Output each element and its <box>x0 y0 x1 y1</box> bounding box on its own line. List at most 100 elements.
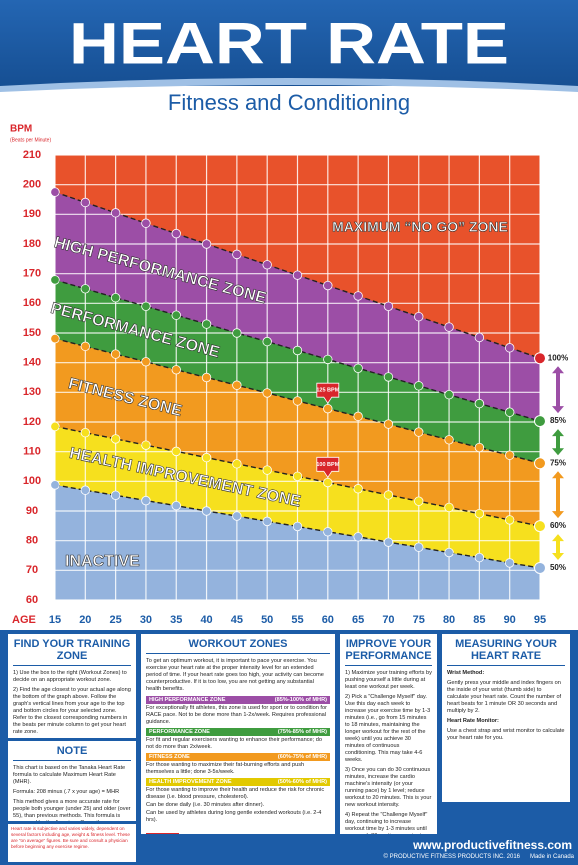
panel-text: 2) Find the age closest to your actual a… <box>13 687 131 735</box>
zone-bullet: For those wanting to maximize their fat-… <box>146 762 305 775</box>
data-point <box>171 500 181 511</box>
y-tick-label: 200 <box>23 179 41 191</box>
data-point <box>262 388 272 398</box>
zone-bullet: For those wanting to improve their healt… <box>146 787 325 800</box>
x-tick-label: 25 <box>110 614 122 626</box>
example-badge: EXAMPLE <box>146 833 180 834</box>
y-tick-label: 80 <box>26 535 38 547</box>
data-point <box>414 496 424 506</box>
y-tick-label: 100 <box>23 475 41 487</box>
panel-title: MEASURING YOUR HEART RATE <box>447 638 565 666</box>
data-point <box>110 349 121 359</box>
data-point <box>232 249 242 260</box>
data-point <box>383 490 394 500</box>
data-point <box>383 301 394 312</box>
data-point <box>201 452 212 463</box>
x-tick-label: 65 <box>352 614 364 626</box>
data-point <box>383 372 394 382</box>
data-point <box>444 547 454 558</box>
callout-pin <box>316 382 340 404</box>
zone-label: INACTIVE <box>65 553 140 570</box>
data-point <box>232 328 242 338</box>
data-point <box>353 363 363 374</box>
x-tick-label: 35 <box>170 614 182 626</box>
x-tick-label: 50 <box>261 614 273 626</box>
subtitle: Fitness and Conditioning <box>168 90 410 115</box>
data-point <box>474 552 485 563</box>
data-point <box>50 275 60 285</box>
data-point <box>80 427 91 438</box>
panel-text: Formula: 208 minus (.7 x your age) = MHR <box>13 789 120 795</box>
zone-bar: HEALTH IMPROVEMENT ZONE (50%-60% of MHR) <box>146 778 330 786</box>
data-point <box>50 421 60 432</box>
data-point <box>504 515 515 525</box>
panel: MEASURING YOUR HEART RATE Wrist Method: Ge… <box>442 634 570 802</box>
panel-text: Use a chest strap and wrist monitor to c… <box>447 728 565 741</box>
legend-label: 85% <box>550 416 566 425</box>
zone-range: (50%-60% of MHR) <box>277 779 327 785</box>
panel: IMPROVE YOUR PERFORMANCE 1) Maximize your… <box>340 634 437 834</box>
end-point <box>534 415 546 428</box>
panel: FIND YOUR TRAINING ZONE 1) Use the box to… <box>8 634 136 738</box>
panel-text: This chart is based on the Tanaka Heart … <box>13 765 126 785</box>
zone-name: FITNESS ZONE <box>149 754 190 760</box>
x-tick-label: 40 <box>200 614 212 626</box>
zone-line <box>54 425 541 527</box>
y-tick-label: 60 <box>26 594 38 606</box>
header-swoosh <box>0 78 578 92</box>
y-tick-label: 180 <box>23 238 41 250</box>
data-point <box>353 411 363 422</box>
data-point <box>323 354 333 365</box>
zone-bullet: For fit and regular exercisers wanting t… <box>146 737 322 750</box>
data-point <box>444 502 454 513</box>
data-point <box>262 260 272 270</box>
data-point <box>80 284 91 294</box>
url: www.productivefitness.com <box>413 838 572 852</box>
data-point <box>171 228 181 239</box>
data-point <box>292 345 303 356</box>
data-point <box>504 343 515 353</box>
x-tick-label: 20 <box>79 614 91 626</box>
data-point <box>444 322 454 332</box>
panel-title: IMPROVE YOUR PERFORMANCE <box>345 638 432 666</box>
title: HEART RATE <box>69 11 509 76</box>
y-tick-label: 90 <box>26 505 38 517</box>
legend-label: 50% <box>550 563 566 572</box>
panel-text: To get an optimum workout, it is importa… <box>146 658 324 692</box>
data-point <box>474 508 485 519</box>
callout-label: 100 BPM <box>316 462 339 468</box>
y-tick-label: 150 <box>23 327 41 339</box>
disclaimer: Heart rate is subjective and varies wide… <box>8 824 136 862</box>
data-point <box>262 336 272 347</box>
y-tick-label: 160 <box>23 297 41 309</box>
data-point <box>504 558 515 568</box>
data-point <box>110 208 121 218</box>
data-point <box>232 380 242 390</box>
panel-title: NOTE <box>13 745 131 761</box>
data-point <box>201 319 212 329</box>
data-point <box>201 506 212 516</box>
panel-title: WORKOUT ZONES <box>146 638 330 654</box>
end-point <box>534 561 546 574</box>
panel-title: FIND YOUR TRAINING ZONE <box>13 638 131 666</box>
data-point <box>141 218 151 228</box>
legend-label: 75% <box>550 458 566 467</box>
data-point <box>383 419 394 429</box>
data-point <box>292 521 303 532</box>
data-point <box>80 485 91 495</box>
data-point <box>110 434 121 444</box>
x-tick-label: 55 <box>291 614 303 626</box>
data-point <box>50 333 60 344</box>
data-point <box>474 332 485 343</box>
data-point <box>262 465 272 475</box>
zone-range: (85%-100% of MHR) <box>274 697 327 703</box>
data-point <box>141 357 151 367</box>
data-point <box>504 450 515 460</box>
data-point <box>323 527 333 537</box>
data-point <box>353 532 363 542</box>
end-point <box>534 457 546 470</box>
zone-name: PERFORMANCE ZONE <box>149 729 210 735</box>
header-band <box>0 0 578 86</box>
panel-text: Gently press your middle and index finge… <box>447 680 562 714</box>
data-point <box>110 490 121 500</box>
